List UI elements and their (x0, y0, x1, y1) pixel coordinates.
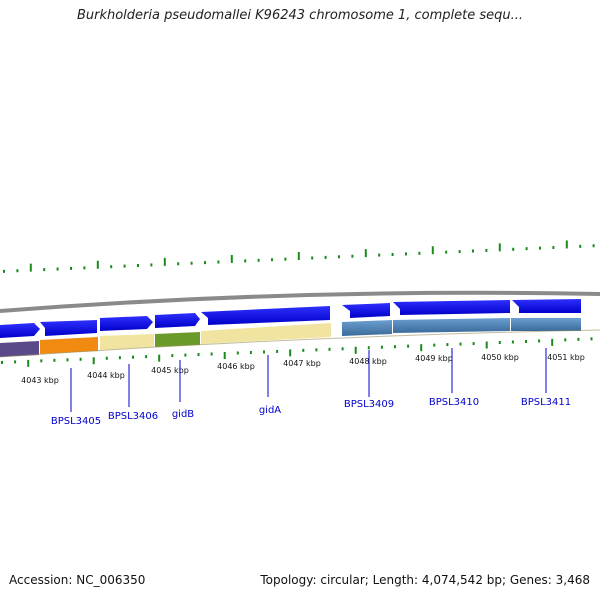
gene-label[interactable]: BPSL3405 (51, 416, 101, 427)
reverse-strand-genes (0, 318, 581, 357)
ruler-label: 4048 kbp (349, 357, 387, 366)
gene-arrow[interactable] (393, 300, 510, 315)
gene-arrow[interactable] (342, 303, 390, 318)
gene-labels: BPSL3405 BPSL3406 gidB gidA BPSL3409 BPSL3410… (51, 348, 571, 427)
ruler-label: 4047 kbp (283, 359, 321, 368)
gene-label[interactable]: BPSL3411 (521, 397, 571, 408)
gene-band[interactable] (201, 323, 331, 344)
gene-band[interactable] (40, 337, 98, 354)
ruler-label: 4043 kbp (21, 376, 59, 385)
ruler-label: 4045 kbp (151, 366, 189, 375)
gene-arrow[interactable] (100, 316, 153, 331)
ruler-label: 4046 kbp (217, 362, 255, 371)
accession-label: Accession: NC_006350 (9, 573, 146, 587)
gene-arrow[interactable] (512, 299, 581, 313)
gc-content-track (3, 240, 595, 273)
gene-band[interactable] (155, 332, 200, 347)
gene-label[interactable]: BPSL3406 (108, 411, 158, 422)
gene-label[interactable]: gidA (259, 405, 281, 416)
page-title: Burkholderia pseudomallei K96243 chromos… (76, 8, 524, 23)
gene-label[interactable]: BPSL3410 (429, 397, 479, 408)
genome-summary: Topology: circular; Length: 4,074,542 bp… (260, 573, 590, 587)
ruler-label: 4050 kbp (481, 353, 519, 362)
position-ticks (1, 337, 593, 367)
reverse-strand-baseline (0, 329, 600, 358)
gene-band[interactable] (511, 318, 581, 331)
gene-arrow[interactable] (155, 313, 200, 328)
gene-arrow[interactable] (40, 320, 97, 336)
ruler-labels: 4043 kbp 4044 kbp 4045 kbp 4046 kbp 4047 kbp… (21, 353, 585, 385)
gene-arrow[interactable] (0, 323, 40, 338)
gene-band[interactable] (100, 334, 154, 350)
gene-label[interactable]: gidB (172, 409, 194, 420)
gene-arrow[interactable] (201, 306, 330, 325)
ruler-label: 4051 kbp (547, 353, 585, 362)
forward-strand-genes (0, 299, 581, 338)
ruler-label: 4049 kbp (415, 354, 453, 363)
ruler-label: 4044 kbp (87, 371, 125, 380)
gene-band[interactable] (0, 341, 39, 357)
gene-band[interactable] (342, 320, 392, 336)
gene-label[interactable]: BPSL3409 (344, 399, 394, 410)
chromosome-backbone (0, 290, 600, 313)
gene-band[interactable] (393, 318, 510, 333)
